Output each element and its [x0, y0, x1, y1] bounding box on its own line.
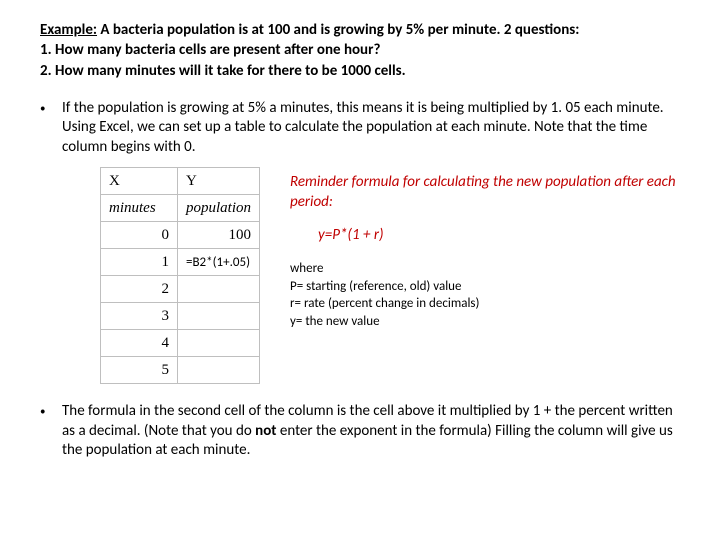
cell-x-5: 5 — [101, 357, 178, 384]
bullet-2: • The formula in the second cell of the … — [40, 402, 680, 461]
cell-y-3 — [178, 303, 260, 330]
where-block: where P= starting (reference, old) value… — [290, 260, 680, 330]
cell-x-2: 2 — [101, 276, 178, 303]
cell-y-0: 100 — [178, 222, 260, 249]
where-y: y= the new value — [290, 313, 680, 331]
cell-x-4: 4 — [101, 330, 178, 357]
bullet-dot: • — [40, 402, 62, 461]
bullet-1-text: If the population is growing at 5% a min… — [62, 99, 680, 158]
middle-section: X Y minutes population 0100 1=B2*(1+.05)… — [100, 167, 680, 384]
cell-x-1: 1 — [101, 249, 178, 276]
where-r: r= rate (percent change in decimals) — [290, 295, 680, 313]
question-1: 1. How many bacteria cells are present a… — [40, 41, 380, 59]
formula-explanation: Reminder formula for calculating the new… — [290, 167, 680, 384]
col-header-y: Y — [178, 168, 260, 195]
cell-x-0: 0 — [101, 222, 178, 249]
example-header: Example: A bacteria population is at 100… — [40, 20, 680, 81]
cell-x-3: 3 — [101, 303, 178, 330]
cell-y-5 — [178, 357, 260, 384]
where-p: P= starting (reference, old) value — [290, 278, 680, 296]
bullet-2-not: not — [255, 422, 276, 440]
example-title: Example: — [40, 21, 97, 39]
cell-y-4 — [178, 330, 260, 357]
spreadsheet-table: X Y minutes population 0100 1=B2*(1+.05)… — [100, 167, 260, 384]
bullet-2-text: The formula in the second cell of the co… — [62, 402, 680, 461]
cell-y-1-formula: =B2*(1+.05) — [178, 249, 260, 276]
formula: y=P*(1 + r) — [318, 226, 680, 244]
where-label: where — [290, 260, 680, 278]
col-subheader-population: population — [178, 195, 260, 222]
example-intro: A bacteria population is at 100 and is g… — [97, 21, 579, 39]
question-2: 2. How many minutes will it take for the… — [40, 62, 406, 80]
reminder-text: Reminder formula for calculating the new… — [290, 173, 680, 212]
bullet-1: • If the population is growing at 5% a m… — [40, 99, 680, 158]
col-subheader-minutes: minutes — [101, 195, 178, 222]
cell-y-2 — [178, 276, 260, 303]
bullet-dot: • — [40, 99, 62, 158]
col-header-x: X — [101, 168, 178, 195]
